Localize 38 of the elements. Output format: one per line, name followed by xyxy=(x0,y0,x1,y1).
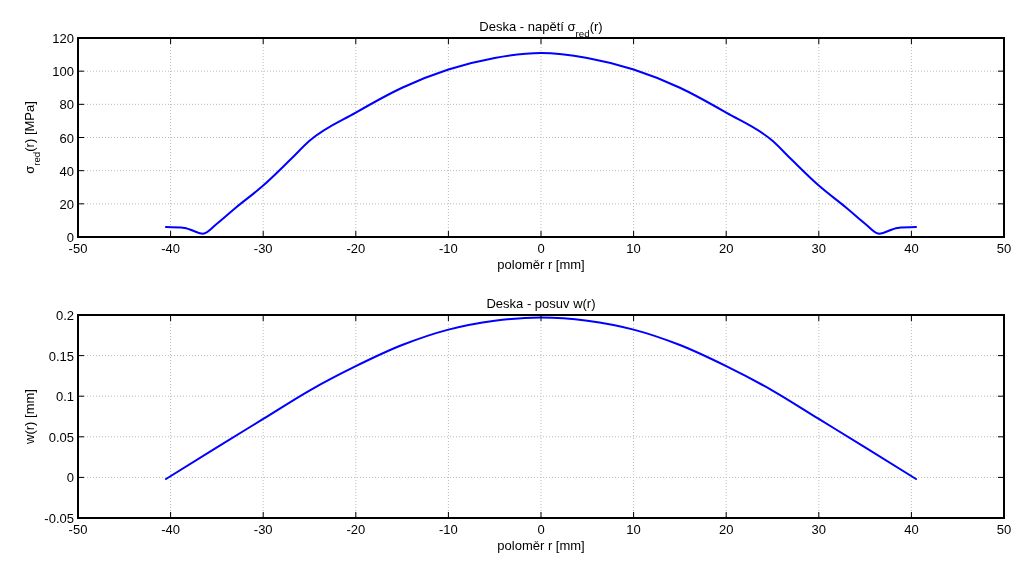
y-tick-label: 40 xyxy=(59,163,74,179)
x-tick-label: -20 xyxy=(346,522,366,537)
x-tick-label: 10 xyxy=(626,522,641,537)
y-tick-label: 0.05 xyxy=(48,429,74,445)
x-tick-label: -30 xyxy=(253,241,273,256)
y-tick-label: 120 xyxy=(52,31,74,46)
x-tick-label: 20 xyxy=(718,522,734,537)
x-tick-label: 30 xyxy=(811,241,827,256)
y-tick-label: 0.15 xyxy=(48,348,74,364)
y-tick-label: 60 xyxy=(59,130,74,146)
line-series xyxy=(164,51,918,235)
line-series xyxy=(164,316,918,481)
x-tick-label: 50 xyxy=(996,522,1012,537)
y-tick-label: 0 xyxy=(66,470,74,486)
x-tick-label: -40 xyxy=(161,241,180,256)
x-axis-title: poloměr r [mm] xyxy=(497,538,585,553)
y-axis-title: w(r) [mm] xyxy=(22,389,37,445)
y-tick-label: 0.1 xyxy=(55,389,74,405)
x-axis-title: poloměr r [mm] xyxy=(497,257,585,272)
x-tick-label: -20 xyxy=(346,241,366,256)
chart-title: Deska - napětí σ$_{red}$(r) xyxy=(479,19,603,39)
y-tick-label: 100 xyxy=(52,64,74,80)
x-tick-label: -30 xyxy=(253,522,273,537)
x-tick-label: 50 xyxy=(996,241,1012,256)
y-tick-label: 0.2 xyxy=(55,308,74,323)
x-tick-label: 40 xyxy=(904,241,919,256)
x-tick-label: -40 xyxy=(161,522,180,537)
y-tick-label: 80 xyxy=(59,97,74,113)
x-tick-label: 30 xyxy=(811,522,827,537)
x-tick-label: 20 xyxy=(718,241,734,256)
x-tick-label: 0 xyxy=(537,522,545,537)
x-tick-label: 10 xyxy=(626,241,641,256)
y-tick-label: 20 xyxy=(59,196,74,212)
x-tick-label: -10 xyxy=(439,241,458,256)
chart-title: Deska - posuv w(r) xyxy=(486,296,596,311)
x-tick-label: -10 xyxy=(439,522,458,537)
x-tick-label: 0 xyxy=(537,241,545,256)
x-tick-label: 40 xyxy=(904,522,919,537)
